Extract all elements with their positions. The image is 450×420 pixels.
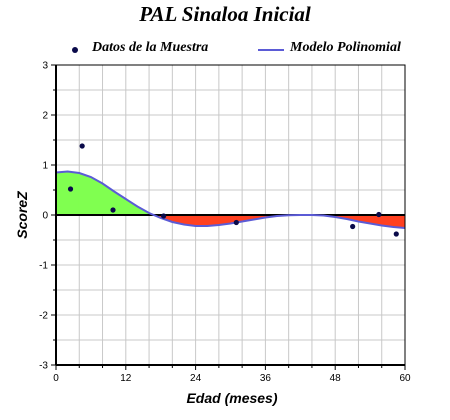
legend-marker-sample-icon [72, 47, 78, 53]
data-point [376, 211, 382, 218]
x-tick-label: 36 [260, 373, 272, 384]
x-tick-label: 12 [120, 373, 132, 384]
sample-points [67, 143, 399, 237]
fill-area-negative [195, 214, 208, 227]
chart-title: PAL Sinaloa Inicial [139, 2, 311, 26]
fill-area-positive [55, 171, 68, 216]
x-tick-label: 60 [399, 373, 411, 384]
y-tick-label: 1 [42, 161, 48, 172]
data-point [161, 213, 167, 219]
data-point [393, 231, 399, 237]
legend-label-sample: Datos de la Muestra [92, 40, 209, 55]
data-point [67, 186, 74, 192]
y-tick-label: -2 [39, 311, 48, 322]
series-line-model [55, 170, 406, 229]
data-point [350, 223, 356, 230]
fill-area-positive [78, 172, 92, 216]
legend-marker-model-icon [258, 49, 284, 51]
y-tick-label: 0 [42, 211, 48, 222]
y-tick-label: -1 [39, 261, 48, 272]
x-axis-ticks: 0 12 24 36 48 60 [53, 365, 411, 384]
y-tick-label: 3 [42, 61, 48, 72]
data-point [110, 207, 116, 213]
y-axis-title: ScoreZ [14, 191, 30, 239]
x-axis-title: Edad (meses) [186, 390, 277, 406]
y-tick-label: 2 [42, 111, 48, 122]
y-tick-label: -3 [39, 361, 48, 372]
x-tick-label: 48 [330, 373, 342, 384]
data-point [79, 143, 85, 149]
fill-area-negative [393, 214, 406, 229]
x-tick-label: 24 [190, 373, 202, 384]
fill-area-positive [67, 171, 80, 216]
model-line [55, 170, 406, 229]
fill-area-positive [125, 198, 138, 216]
chart-legend: Datos de la Muestra Modelo Polinomial [0, 40, 450, 60]
legend-label-model: Modelo Polinomial [290, 40, 401, 55]
y-axis-ticks: -3 -2 -1 0 1 2 3 [39, 61, 56, 372]
x-tick-label: 0 [53, 373, 59, 384]
data-point [233, 219, 239, 226]
